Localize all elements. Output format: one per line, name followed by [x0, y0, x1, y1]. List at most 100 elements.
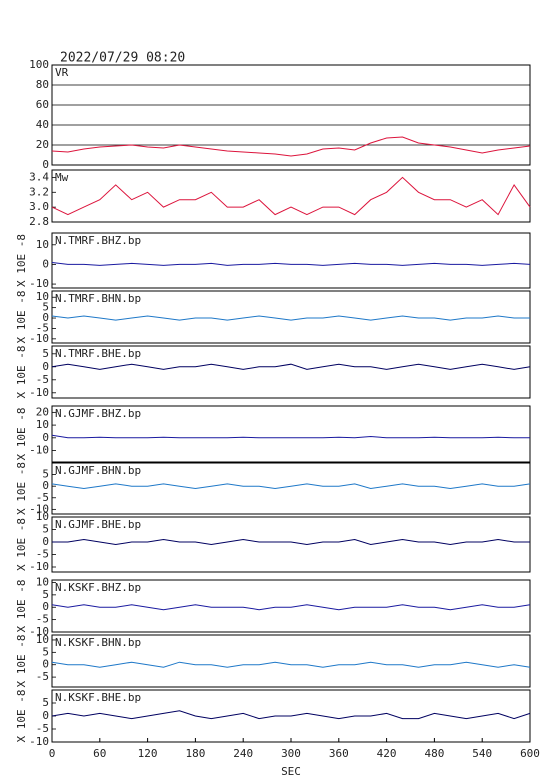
panel-frame	[51, 634, 531, 688]
y-tick-label: 5	[42, 645, 49, 658]
panel-frame	[51, 232, 531, 289]
waveform	[51, 176, 531, 216]
panel-frame	[51, 462, 531, 515]
heading: 2022/07/29 08:20	[60, 51, 185, 66]
y-axis-label: X 10E -8	[15, 580, 28, 633]
y-tick-label: -10	[29, 735, 49, 748]
panel-frame	[51, 64, 531, 166]
y-tick-label: 5	[42, 347, 49, 360]
y-tick-label: 10	[36, 238, 49, 251]
y-axis-label: X 10E -8	[15, 462, 28, 515]
y-tick-label: -10	[29, 560, 49, 573]
y-tick-label: 2.8	[29, 215, 49, 228]
panel-frame	[51, 405, 531, 463]
waveform	[51, 434, 530, 439]
x-axis-label: SEC	[281, 765, 301, 778]
x-tick-label: 480	[424, 747, 444, 760]
x-tick-label: 300	[281, 747, 301, 760]
panel-label: N.TMRF.BHE.bp	[55, 347, 141, 360]
panel-label: N.KSKF.BHE.bp	[55, 691, 141, 704]
panel-frame	[51, 290, 531, 344]
y-tick-label: -5	[36, 321, 49, 334]
y-tick-label: 0	[42, 311, 49, 324]
y-tick-label: -5	[36, 613, 49, 626]
y-tick-label: 3.4	[29, 170, 49, 183]
y-tick-label: 10	[36, 633, 49, 646]
y-tick-label: 3.0	[29, 200, 49, 213]
y-tick-label: -5	[36, 670, 49, 683]
y-tick-label: -10	[29, 332, 49, 345]
panel-frame	[51, 169, 531, 223]
waveform	[51, 483, 531, 490]
panel-label: N.KSKF.BHZ.bp	[55, 581, 141, 594]
x-tick-label: 180	[185, 747, 205, 760]
y-tick-label: -10	[29, 277, 49, 290]
waveform	[51, 315, 530, 321]
waveform	[51, 363, 531, 370]
x-tick-label: 120	[138, 747, 158, 760]
waveform	[51, 710, 531, 720]
y-tick-label: 5	[42, 468, 49, 481]
x-tick-label: 540	[472, 747, 492, 760]
y-tick-label: -5	[36, 491, 49, 504]
y-tick-label: 0	[42, 535, 49, 548]
panel-label: N.GJMF.BHE.bp	[55, 518, 141, 531]
panel-label: Mw	[55, 171, 69, 184]
waveform	[51, 604, 531, 611]
panel-label: N.GJMF.BHN.bp	[55, 464, 141, 477]
panel-label: N.TMRF.BHN.bp	[55, 292, 141, 305]
y-tick-label: 0	[42, 360, 49, 373]
y-axis-label: X 10E -8	[15, 291, 28, 344]
y-tick-label: -10	[29, 625, 49, 638]
y-tick-label: -10	[29, 502, 49, 515]
y-tick-label: 5	[42, 301, 49, 314]
panel-label: N.KSKF.BHN.bp	[55, 636, 141, 649]
waveform	[51, 661, 531, 668]
y-tick-label: 0	[42, 658, 49, 671]
y-axis-label: X 10E -8	[15, 408, 28, 461]
y-axis-label: X 10E -8	[15, 690, 28, 743]
x-tick-label: 600	[520, 747, 540, 760]
y-tick-label: 10	[36, 290, 49, 303]
panel-label: N.TMRF.BHZ.bp	[55, 234, 141, 247]
y-tick-label: 40	[36, 118, 49, 131]
y-tick-label: 10	[36, 510, 49, 523]
y-tick-label: 0	[42, 158, 49, 171]
x-tick-label: 420	[377, 747, 397, 760]
panel-label: N.GJMF.BHZ.bp	[55, 407, 141, 420]
y-tick-label: 3.2	[29, 185, 49, 198]
panel-frame	[51, 516, 531, 573]
y-tick-label: -5	[36, 548, 49, 561]
y-tick-label: -5	[36, 373, 49, 386]
panel-frame	[51, 579, 531, 633]
x-tick-label: 60	[93, 747, 106, 760]
y-tick-label: 5	[42, 523, 49, 536]
y-tick-label: 20	[36, 405, 49, 418]
y-tick-label: 0	[42, 709, 49, 722]
y-axis-label: X 10E -8	[15, 518, 28, 571]
y-axis-label: X 10E -8	[15, 346, 28, 399]
y-tick-label: 0	[42, 600, 49, 613]
waveform	[51, 136, 531, 157]
y-tick-label: 60	[36, 98, 49, 111]
waveform	[51, 262, 531, 266]
y-tick-label: 10	[36, 575, 49, 588]
y-tick-label: 10	[36, 418, 49, 431]
y-tick-label: -10	[29, 444, 49, 457]
y-tick-label: 100	[29, 58, 49, 71]
y-tick-label: 5	[42, 696, 49, 709]
y-tick-label: -5	[36, 722, 49, 735]
y-tick-label: 0	[42, 479, 49, 492]
y-tick-label: 5	[42, 588, 49, 601]
x-tick-label: 0	[49, 747, 56, 760]
y-tick-label: 0	[42, 431, 49, 444]
y-tick-label: 80	[36, 78, 49, 91]
y-tick-label: -10	[29, 386, 49, 399]
x-tick-label: 240	[233, 747, 253, 760]
y-tick-label: 20	[36, 138, 49, 151]
y-axis-label: X 10E -8	[15, 234, 28, 287]
panel-frame	[51, 345, 531, 399]
y-tick-label: 0	[42, 257, 49, 270]
panel-label: VR	[55, 66, 69, 79]
